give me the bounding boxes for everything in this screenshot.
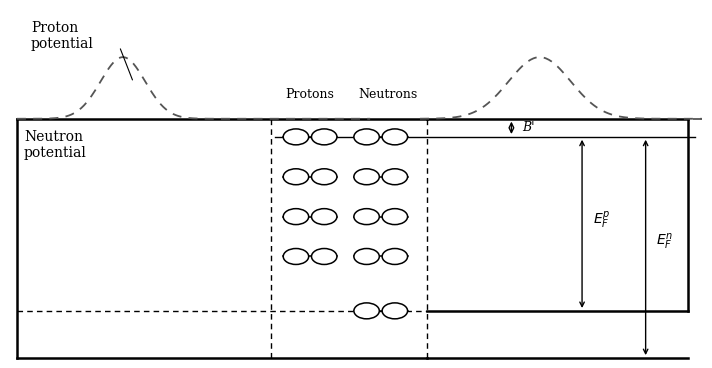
Text: Protons: Protons bbox=[286, 88, 335, 100]
Ellipse shape bbox=[382, 129, 407, 145]
Ellipse shape bbox=[382, 248, 407, 265]
Ellipse shape bbox=[311, 169, 337, 185]
Ellipse shape bbox=[283, 129, 309, 145]
Ellipse shape bbox=[283, 209, 309, 224]
Text: Neutrons: Neutrons bbox=[358, 88, 417, 100]
Ellipse shape bbox=[354, 209, 379, 224]
Ellipse shape bbox=[354, 248, 379, 265]
Ellipse shape bbox=[283, 169, 309, 185]
Text: $E_F^n$: $E_F^n$ bbox=[656, 232, 674, 252]
Ellipse shape bbox=[311, 248, 337, 265]
Text: Neutron
potential: Neutron potential bbox=[24, 130, 87, 160]
Ellipse shape bbox=[354, 303, 379, 319]
Text: $E_F^p$: $E_F^p$ bbox=[592, 210, 610, 231]
Text: B': B' bbox=[522, 121, 535, 134]
Ellipse shape bbox=[382, 169, 407, 185]
Ellipse shape bbox=[382, 209, 407, 224]
Ellipse shape bbox=[283, 248, 309, 265]
Ellipse shape bbox=[311, 209, 337, 224]
Text: Proton
potential: Proton potential bbox=[31, 21, 94, 51]
Ellipse shape bbox=[382, 303, 407, 319]
Ellipse shape bbox=[311, 129, 337, 145]
Ellipse shape bbox=[354, 169, 379, 185]
Ellipse shape bbox=[354, 129, 379, 145]
